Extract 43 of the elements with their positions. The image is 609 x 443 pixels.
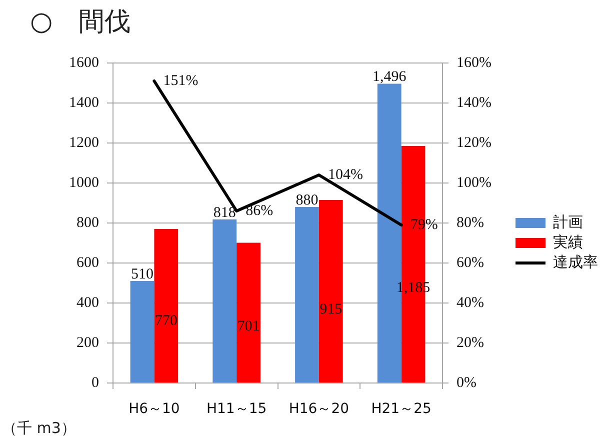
chart-title: ○ 間伐: [30, 6, 131, 39]
bar: [236, 242, 260, 382]
data-label: 86%: [246, 202, 274, 219]
y2-tick-label: 0%: [456, 374, 476, 391]
y-tick-label: 200: [76, 334, 99, 351]
y2-tick-label: 140%: [456, 94, 492, 111]
y-tick-label: 1200: [69, 134, 99, 151]
y-tick-label: 0: [92, 374, 99, 391]
y-tick-label: 800: [76, 214, 99, 231]
bar: [130, 281, 154, 382]
y-tick-label: 600: [76, 254, 99, 271]
y-axis-title: （千 m3）: [2, 419, 76, 438]
y2-tick-label: 160%: [456, 54, 492, 71]
bar: [212, 219, 237, 382]
y-tick-label: 1000: [69, 174, 99, 191]
legend-label: 達成率: [553, 252, 598, 271]
data-label: 1,496: [372, 69, 407, 86]
legend-label: 実績: [553, 232, 583, 251]
data-label: 915: [320, 301, 342, 318]
y2-tick-label: 80%: [456, 214, 484, 231]
y2-tick-label: 20%: [456, 334, 484, 351]
bar: [154, 229, 178, 382]
data-label: 701: [237, 318, 260, 335]
x-tick-label: H21～25: [371, 401, 432, 418]
bar: [295, 207, 319, 382]
y2-tick-label: 100%: [456, 174, 492, 191]
legend-label: 計画: [553, 212, 583, 231]
data-label: 880: [296, 192, 318, 208]
data-label: 770: [154, 313, 178, 330]
y-tick-label: 1400: [69, 94, 99, 111]
data-label: 510: [130, 266, 154, 282]
x-tick-label: H6～10: [128, 401, 180, 418]
x-tick-label: H11～15: [206, 401, 267, 418]
y-tick-label: 400: [76, 294, 99, 311]
y2-tick-label: 60%: [456, 254, 484, 271]
data-label: 818: [213, 204, 236, 221]
data-label: 104%: [328, 166, 363, 183]
bar: [318, 200, 343, 382]
y2-tick-label: 120%: [456, 134, 492, 151]
y-tick-label: 1600: [69, 54, 99, 71]
y2-tick-label: 40%: [456, 294, 484, 311]
data-label: 151%: [163, 72, 198, 89]
x-tick-label: H16～20: [288, 401, 350, 418]
